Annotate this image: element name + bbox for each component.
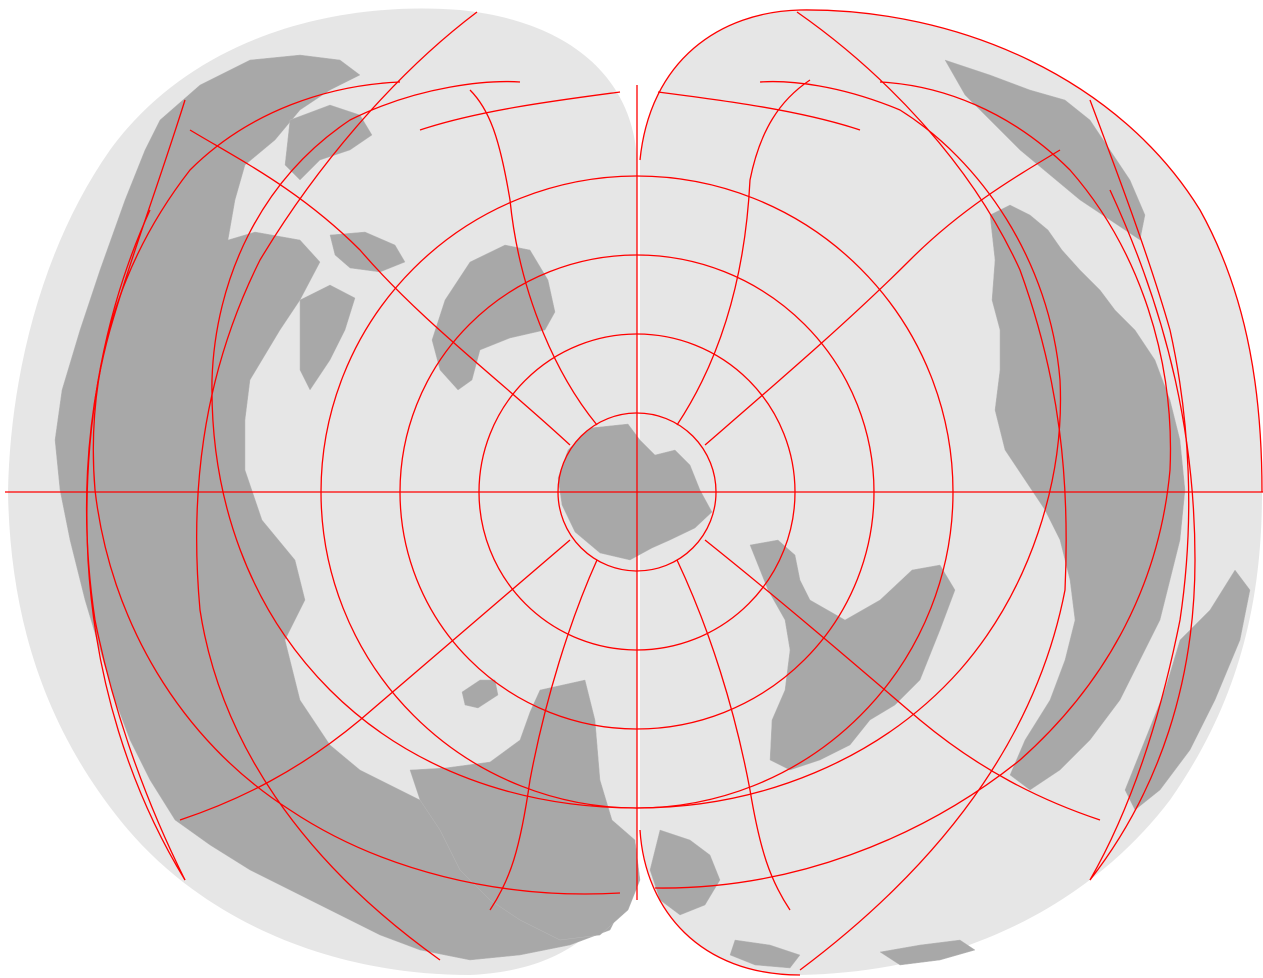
- landmass-bottom-center-right: [649, 829, 721, 916]
- parallel-30-left: [92, 81, 621, 895]
- landmass-left-islands: [284, 104, 373, 181]
- parallel-40-left: [211, 80, 638, 809]
- meridian-right-outer-1: [796, 11, 1067, 971]
- lobe-right-outline: [639, 9, 1263, 493]
- meridian-left-lower-1: [179, 539, 571, 821]
- meridian-right-upper-2: [704, 149, 1061, 446]
- parallel-20-right: [1089, 189, 1196, 881]
- landmass-left-islands-2: [329, 231, 406, 273]
- meridian-right-lower-2: [676, 559, 791, 911]
- landmass-right-upper: [944, 59, 1146, 241]
- lobe-right-edge-top: [657, 91, 861, 131]
- landmass-upper-center: [431, 244, 556, 391]
- parallel-30-right: [654, 81, 1172, 889]
- meridian-left-lower-2: [489, 559, 598, 911]
- landmass-left-islands-3: [299, 284, 356, 391]
- meridian-left-upper-2: [189, 129, 571, 446]
- meridian-left-outer-2: [85, 99, 186, 881]
- landmass-bottom-small-2: [729, 939, 801, 969]
- meridian-right-lower-1: [704, 539, 1101, 821]
- landmass-lower-small: [461, 679, 499, 709]
- landmass-lower-right-center: [749, 539, 956, 771]
- graticule: [5, 9, 1263, 976]
- landmass-right-lower-islands: [1124, 569, 1251, 811]
- lobe-left-edge-top: [419, 91, 621, 131]
- lobe-right-outline-lower: [639, 829, 801, 976]
- meridian-right-upper-1: [676, 79, 811, 426]
- landmass-right-band: [989, 204, 1186, 791]
- meridian-right-outer-2: [1089, 99, 1190, 881]
- meridian-left-upper-1: [469, 89, 598, 426]
- meridian-left-outer-1: [195, 11, 478, 961]
- landmass-bottom-right-small: [879, 939, 976, 966]
- parallel-40-right: [636, 80, 1062, 809]
